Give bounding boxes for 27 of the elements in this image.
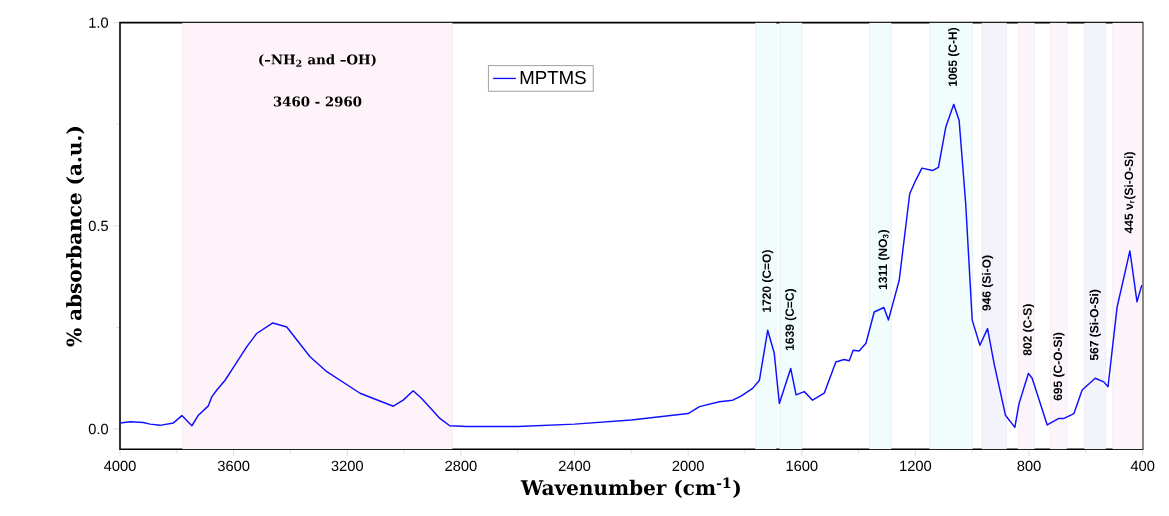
x-tick-label: 3200: [331, 460, 363, 472]
x-tick-label: 1600: [786, 460, 818, 472]
annotation: 946 (Si-O): [981, 255, 994, 311]
x-axis-title: Wavenumber (cm$^{-1}$): [520, 477, 740, 499]
x-tick-label: 800: [1017, 460, 1041, 472]
annotation: 695 (C-O-Si): [1053, 332, 1065, 401]
y-tick-label: 0.0: [88, 423, 109, 435]
y-tick-label: 1.0: [89, 17, 109, 28]
annotation: 3460 - 2960: [273, 96, 362, 107]
x-tick-label: 2400: [558, 460, 591, 472]
y-tick-label: 0.5: [88, 220, 108, 232]
annotation: 567 (Si-O-Si): [1089, 289, 1101, 361]
x-tick-label: 1200: [900, 460, 932, 472]
annotation: 802 (C-S): [1022, 304, 1035, 356]
band-label: (–NH$_{2}$ and –OH): [259, 54, 376, 67]
x-tick-label: 2000: [672, 460, 704, 472]
annotation: 445 ν$_{r}$(Si-O-Si): [1124, 152, 1136, 234]
x-tick-label: 400: [1130, 460, 1155, 472]
annotation: 1311 (NO$_{3}$): [878, 230, 890, 290]
annotation: 1639 (C=C): [785, 289, 797, 351]
legend-label: MPTMS: [520, 70, 586, 85]
annotation: 1065 (C-H): [948, 27, 960, 86]
y-axis-title: % absorbance (a.u.): [66, 127, 85, 347]
x-tick-label: 3600: [217, 460, 250, 472]
x-tick-label: 2800: [445, 460, 477, 472]
x-tick-label: 4000: [104, 460, 136, 472]
annotation: 1720 (C=O): [762, 250, 774, 312]
